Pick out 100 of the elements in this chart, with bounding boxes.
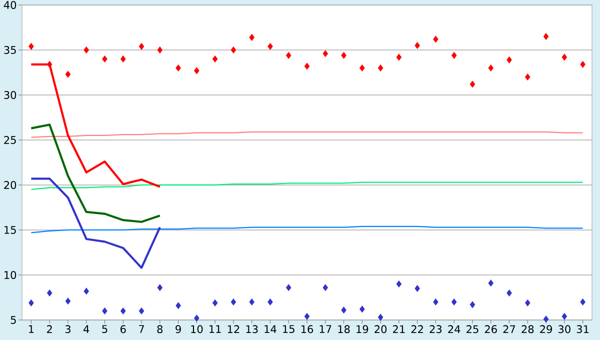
x-tick-label: 6 — [120, 325, 126, 334]
point — [360, 306, 365, 313]
point — [28, 300, 34, 306]
x-tick-label: 28 — [522, 325, 534, 334]
point — [396, 54, 402, 61]
x-tick-label: 7 — [139, 325, 144, 333]
point — [65, 298, 71, 304]
x-tick-label: 23 — [430, 325, 442, 334]
x-tick-label: 11 — [210, 325, 221, 333]
point — [322, 50, 328, 57]
x-tick-label: 31 — [576, 325, 589, 334]
x-tick-label: 29 — [540, 325, 552, 334]
point — [176, 302, 181, 309]
x-tick-label: 3 — [65, 325, 70, 334]
point — [249, 34, 254, 41]
y-tick-label: 25 — [4, 136, 16, 144]
point — [414, 42, 420, 49]
x-tick-label: 25 — [466, 325, 478, 334]
point — [378, 64, 384, 72]
y-tick-label: 15 — [4, 226, 16, 234]
point — [102, 56, 108, 62]
x-tick-label: 30 — [558, 325, 570, 334]
point — [433, 36, 438, 43]
y-tick-label: 20 — [4, 181, 16, 189]
x-tick-label: 15 — [283, 325, 294, 334]
x-tick-label: 17 — [320, 325, 332, 333]
x-tick-label: 12 — [228, 325, 240, 334]
point — [84, 288, 89, 295]
point — [138, 43, 144, 50]
point — [102, 308, 108, 314]
x-tick-label: 10 — [191, 325, 203, 334]
line-series — [30, 124, 161, 223]
point — [341, 306, 346, 314]
point — [268, 43, 273, 50]
point — [580, 61, 586, 68]
point — [230, 298, 236, 306]
y-tick-label: 40 — [4, 1, 16, 9]
x-tick-label: 14 — [264, 325, 276, 333]
point — [341, 52, 346, 59]
point — [46, 61, 52, 68]
x-tick-label: 16 — [301, 325, 314, 334]
point — [120, 308, 126, 314]
point — [378, 314, 384, 321]
point — [304, 62, 310, 70]
point — [414, 285, 420, 292]
y-tick-label: 10 — [4, 270, 16, 279]
x-tick-label: 21 — [393, 325, 405, 334]
point — [84, 46, 89, 54]
x-tick-label: 27 — [503, 325, 516, 334]
point — [268, 298, 273, 306]
point — [562, 313, 568, 320]
point — [120, 56, 126, 62]
point — [543, 33, 549, 40]
point — [304, 313, 310, 320]
point — [249, 298, 254, 306]
y-tick-label: 35 — [4, 46, 16, 54]
point — [360, 64, 365, 72]
point — [488, 280, 494, 286]
point — [433, 298, 438, 306]
point — [470, 301, 476, 308]
x-tick-label: 8 — [157, 325, 163, 334]
point — [451, 52, 457, 59]
x-tick-label: 18 — [338, 325, 350, 334]
point — [488, 64, 494, 72]
point — [562, 54, 568, 61]
point — [194, 67, 200, 74]
x-tick-label: 13 — [246, 325, 258, 334]
point — [396, 280, 402, 288]
point — [212, 300, 218, 306]
x-tick-label: 9 — [176, 325, 181, 334]
x-tick-label: 22 — [411, 325, 423, 334]
x-tick-label: 1 — [29, 325, 34, 333]
point — [65, 70, 71, 78]
point — [46, 290, 52, 296]
point — [451, 298, 457, 306]
x-tick-label: 4 — [84, 325, 90, 333]
point — [157, 46, 163, 54]
point — [230, 46, 236, 54]
point — [28, 43, 34, 50]
point — [157, 284, 163, 291]
x-tick-label: 24 — [448, 325, 460, 334]
y-tick-label: 30 — [4, 91, 16, 99]
x-tick-label: 2 — [47, 325, 52, 334]
point — [543, 316, 549, 322]
line-series — [30, 178, 161, 269]
point — [525, 300, 530, 306]
point — [286, 284, 292, 291]
point — [525, 74, 530, 80]
point — [286, 52, 292, 59]
point — [506, 56, 512, 64]
point — [212, 56, 218, 62]
point — [470, 80, 476, 88]
point — [176, 64, 181, 72]
y-tick-label: 5 — [10, 316, 16, 324]
point — [580, 298, 586, 306]
x-tick-label: 5 — [102, 325, 108, 334]
point — [506, 290, 512, 296]
point — [194, 314, 200, 322]
point — [322, 284, 328, 291]
x-tick-label: 19 — [356, 325, 368, 334]
